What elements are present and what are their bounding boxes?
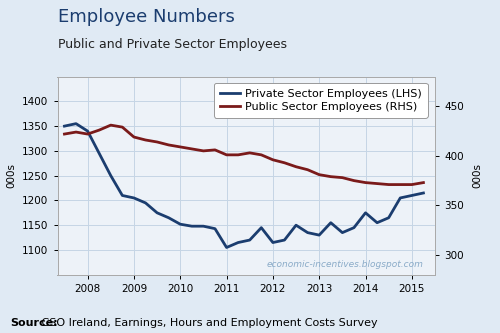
Private Sector Employees (LHS) xyxy=(62,124,68,128)
Line: Public Sector Employees (RHS): Public Sector Employees (RHS) xyxy=(64,125,424,184)
Public Sector Employees (RHS) xyxy=(142,138,148,142)
Public Sector Employees (RHS) xyxy=(362,180,368,184)
Private Sector Employees (LHS) xyxy=(293,223,299,227)
Private Sector Employees (LHS) xyxy=(398,196,404,200)
Public Sector Employees (RHS) xyxy=(246,151,252,155)
Public Sector Employees (RHS) xyxy=(328,174,334,178)
Private Sector Employees (LHS) xyxy=(409,193,415,197)
Public Sector Employees (RHS) xyxy=(282,161,288,165)
Legend: Private Sector Employees (LHS), Public Sector Employees (RHS): Private Sector Employees (LHS), Public S… xyxy=(214,83,428,118)
Public Sector Employees (RHS) xyxy=(212,148,218,152)
Public Sector Employees (RHS) xyxy=(224,153,230,157)
Public Sector Employees (RHS) xyxy=(131,135,137,139)
Text: CSO Ireland, Earnings, Hours and Employment Costs Survey: CSO Ireland, Earnings, Hours and Employm… xyxy=(38,318,377,328)
Private Sector Employees (LHS) xyxy=(270,240,276,244)
Y-axis label: 000s: 000s xyxy=(472,163,482,188)
Private Sector Employees (LHS) xyxy=(108,174,114,178)
Public Sector Employees (RHS) xyxy=(304,168,310,172)
Public Sector Employees (RHS) xyxy=(120,125,126,129)
Public Sector Employees (RHS) xyxy=(200,149,206,153)
Public Sector Employees (RHS) xyxy=(398,182,404,186)
Public Sector Employees (RHS) xyxy=(409,182,415,186)
Public Sector Employees (RHS) xyxy=(154,140,160,144)
Public Sector Employees (RHS) xyxy=(270,158,276,162)
Public Sector Employees (RHS) xyxy=(108,123,114,127)
Private Sector Employees (LHS) xyxy=(200,224,206,228)
Text: Employee Numbers: Employee Numbers xyxy=(58,8,234,26)
Private Sector Employees (LHS) xyxy=(224,245,230,249)
Private Sector Employees (LHS) xyxy=(166,216,172,220)
Text: Source:: Source: xyxy=(10,318,58,328)
Public Sector Employees (RHS) xyxy=(340,175,345,179)
Private Sector Employees (LHS) xyxy=(235,240,241,244)
Public Sector Employees (RHS) xyxy=(258,153,264,157)
Private Sector Employees (LHS) xyxy=(120,193,126,197)
Public Sector Employees (RHS) xyxy=(420,180,426,184)
Public Sector Employees (RHS) xyxy=(374,181,380,185)
Private Sector Employees (LHS) xyxy=(374,221,380,225)
Private Sector Employees (LHS) xyxy=(316,233,322,237)
Public Sector Employees (RHS) xyxy=(84,132,90,136)
Private Sector Employees (LHS) xyxy=(131,196,137,200)
Private Sector Employees (LHS) xyxy=(212,227,218,231)
Private Sector Employees (LHS) xyxy=(177,222,183,226)
Private Sector Employees (LHS) xyxy=(340,231,345,235)
Private Sector Employees (LHS) xyxy=(96,152,102,156)
Public Sector Employees (RHS) xyxy=(166,143,172,147)
Private Sector Employees (LHS) xyxy=(142,201,148,205)
Public Sector Employees (RHS) xyxy=(351,178,357,182)
Private Sector Employees (LHS) xyxy=(189,224,195,228)
Public Sector Employees (RHS) xyxy=(73,130,79,134)
Line: Private Sector Employees (LHS): Private Sector Employees (LHS) xyxy=(64,124,424,247)
Private Sector Employees (LHS) xyxy=(258,226,264,230)
Private Sector Employees (LHS) xyxy=(246,238,252,242)
Private Sector Employees (LHS) xyxy=(154,211,160,215)
Public Sector Employees (RHS) xyxy=(177,145,183,149)
Private Sector Employees (LHS) xyxy=(351,226,357,230)
Public Sector Employees (RHS) xyxy=(189,147,195,151)
Text: Public and Private Sector Employees: Public and Private Sector Employees xyxy=(58,38,286,51)
Private Sector Employees (LHS) xyxy=(73,122,79,126)
Private Sector Employees (LHS) xyxy=(304,231,310,235)
Private Sector Employees (LHS) xyxy=(386,216,392,220)
Public Sector Employees (RHS) xyxy=(235,153,241,157)
Private Sector Employees (LHS) xyxy=(362,211,368,215)
Public Sector Employees (RHS) xyxy=(316,173,322,177)
Private Sector Employees (LHS) xyxy=(420,191,426,195)
Public Sector Employees (RHS) xyxy=(96,128,102,132)
Private Sector Employees (LHS) xyxy=(328,221,334,225)
Public Sector Employees (RHS) xyxy=(293,165,299,169)
Public Sector Employees (RHS) xyxy=(386,182,392,186)
Y-axis label: 000s: 000s xyxy=(6,163,16,188)
Private Sector Employees (LHS) xyxy=(282,238,288,242)
Public Sector Employees (RHS) xyxy=(62,132,68,136)
Private Sector Employees (LHS) xyxy=(84,129,90,133)
Text: economic-incentives.blogspot.com: economic-incentives.blogspot.com xyxy=(267,260,424,269)
